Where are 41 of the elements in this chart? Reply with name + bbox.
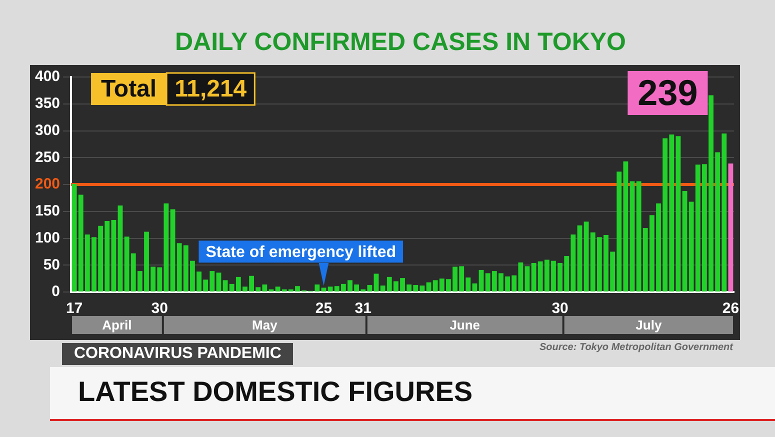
text: April	[102, 318, 132, 333]
bar	[170, 209, 176, 292]
y-tick-label: 200	[34, 176, 60, 193]
y-tick-label: 250	[34, 148, 60, 166]
bar	[472, 283, 478, 292]
x-tick-label: 17	[66, 300, 83, 318]
x-tick-label: 26	[722, 300, 740, 318]
bar	[630, 181, 635, 292]
bar	[524, 266, 530, 292]
text: LATEST DOMESTIC FIGURES	[78, 376, 473, 408]
bar	[321, 288, 326, 292]
text: July	[636, 318, 662, 333]
y-tick-label: 50	[43, 256, 60, 274]
bar	[478, 270, 484, 292]
text: May	[252, 318, 278, 333]
y-tick-label: 400	[34, 68, 60, 86]
source-note: Source: Tokyo Metropolitan Government	[539, 342, 733, 353]
y-tick-label: 150	[34, 202, 60, 220]
x-tick-label: 30	[552, 300, 568, 318]
annotation: 239	[638, 72, 698, 113]
bar	[216, 272, 222, 292]
bar	[577, 225, 582, 292]
bar	[426, 282, 432, 292]
bar	[682, 190, 688, 292]
y-tick-label: 300	[34, 122, 60, 139]
chart-title: DAILY CONFIRMED CASES IN TOKYO	[175, 28, 626, 57]
y-tick-label: 100	[34, 229, 60, 246]
annotation: State of emergency lifted	[206, 244, 396, 262]
x-tick-label: 25	[315, 300, 332, 318]
annotation: Total	[101, 76, 157, 103]
bar	[374, 274, 379, 292]
text: June	[450, 318, 480, 333]
text: CORONAVIRUS PANDEMIC	[62, 343, 294, 365]
y-tick-label: 350	[34, 95, 60, 112]
x-tick-label: 31	[354, 300, 372, 318]
y-tick-label: 0	[52, 283, 60, 300]
bar	[222, 280, 228, 292]
bar	[728, 164, 734, 292]
annotation: 11,214	[174, 76, 248, 103]
bar	[118, 205, 123, 292]
x-tick-label: 30	[151, 300, 168, 318]
